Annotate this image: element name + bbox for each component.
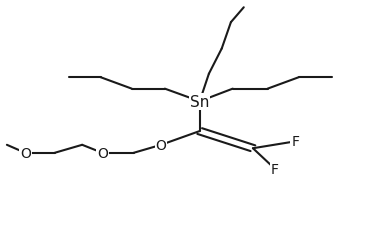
Text: O: O: [20, 146, 31, 160]
Text: Sn: Sn: [190, 94, 209, 109]
Text: O: O: [97, 146, 108, 160]
Text: O: O: [156, 138, 166, 152]
Text: F: F: [271, 162, 279, 176]
Text: F: F: [291, 135, 299, 149]
